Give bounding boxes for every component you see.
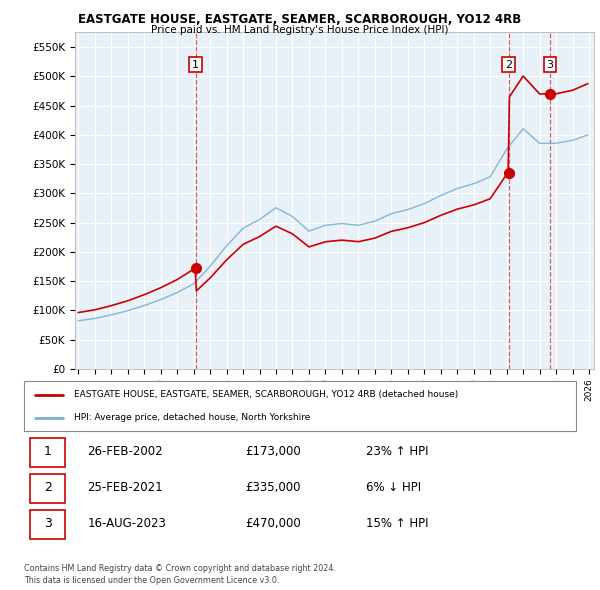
Text: 25-FEB-2021: 25-FEB-2021 (88, 481, 163, 494)
Text: 23% ↑ HPI: 23% ↑ HPI (366, 445, 429, 458)
Text: 15% ↑ HPI: 15% ↑ HPI (366, 517, 429, 530)
Text: £335,000: £335,000 (245, 481, 301, 494)
FancyBboxPatch shape (29, 438, 65, 467)
Text: EASTGATE HOUSE, EASTGATE, SEAMER, SCARBOROUGH, YO12 4RB: EASTGATE HOUSE, EASTGATE, SEAMER, SCARBO… (79, 13, 521, 26)
FancyBboxPatch shape (24, 381, 576, 431)
Text: Contains HM Land Registry data © Crown copyright and database right 2024.
This d: Contains HM Land Registry data © Crown c… (24, 565, 336, 585)
Text: 3: 3 (44, 517, 52, 530)
Text: Price paid vs. HM Land Registry's House Price Index (HPI): Price paid vs. HM Land Registry's House … (151, 25, 449, 35)
Text: 1: 1 (44, 445, 52, 458)
Text: £173,000: £173,000 (245, 445, 301, 458)
Text: 26-FEB-2002: 26-FEB-2002 (88, 445, 163, 458)
Text: 1: 1 (192, 60, 199, 70)
Text: 6% ↓ HPI: 6% ↓ HPI (366, 481, 421, 494)
FancyBboxPatch shape (29, 474, 65, 503)
Text: £470,000: £470,000 (245, 517, 301, 530)
Text: EASTGATE HOUSE, EASTGATE, SEAMER, SCARBOROUGH, YO12 4RB (detached house): EASTGATE HOUSE, EASTGATE, SEAMER, SCARBO… (74, 390, 458, 399)
Text: 2: 2 (44, 481, 52, 494)
Text: 3: 3 (547, 60, 553, 70)
Text: 2: 2 (505, 60, 512, 70)
Text: 16-AUG-2023: 16-AUG-2023 (88, 517, 166, 530)
FancyBboxPatch shape (29, 510, 65, 539)
Text: HPI: Average price, detached house, North Yorkshire: HPI: Average price, detached house, Nort… (74, 413, 310, 422)
